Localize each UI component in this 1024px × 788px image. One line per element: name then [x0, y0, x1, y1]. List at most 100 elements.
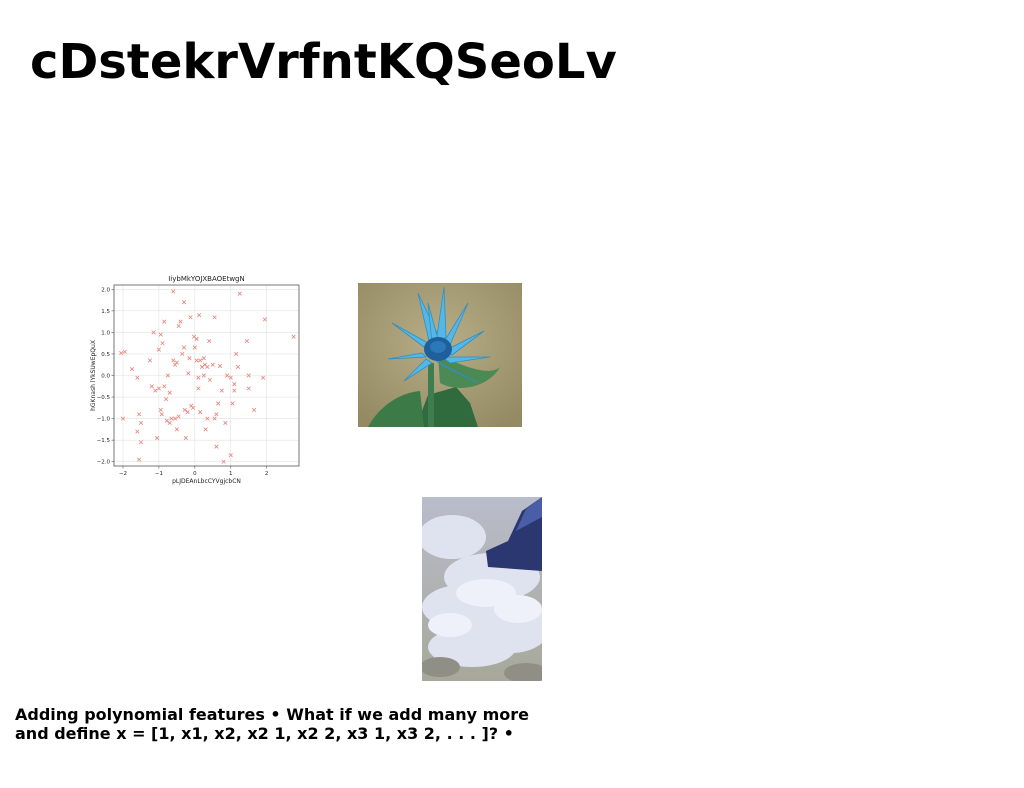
scatter-point — [237, 291, 242, 296]
scatter-point — [225, 373, 230, 378]
scatter-point — [135, 429, 140, 434]
scatter-point — [187, 356, 192, 361]
scatter-point — [185, 410, 190, 415]
scatter-point — [210, 362, 215, 367]
scatter-point — [188, 315, 193, 320]
scatter-point — [164, 418, 169, 423]
y-tick-label: −1.0 — [97, 417, 111, 423]
scatter-point — [138, 420, 144, 425]
scatter-point — [162, 384, 167, 389]
y-tick-label: 0.5 — [101, 352, 110, 358]
scatter-point — [182, 407, 187, 413]
scatter-point — [203, 427, 208, 432]
scatter-point — [260, 375, 266, 380]
scatter-point — [212, 315, 217, 320]
scatter-point — [217, 363, 223, 369]
scatter-point — [246, 373, 251, 378]
scatter-point — [212, 416, 217, 421]
scatter-point — [262, 317, 267, 322]
caption-line-2: and define x = [1, x1, x2, x2 1, x2 2, x… — [15, 724, 514, 743]
scatter-point — [207, 377, 212, 382]
scatter-point — [235, 364, 241, 369]
y-tick-label: 1.5 — [101, 309, 110, 315]
x-tick-label: 2 — [265, 471, 269, 477]
scatter-point — [216, 401, 221, 406]
scatter-point — [199, 364, 205, 369]
scatter-point — [205, 364, 210, 369]
y-tick-label: 1.0 — [101, 330, 110, 336]
scatter-point — [147, 358, 153, 363]
y-tick-label: 2.0 — [101, 287, 110, 293]
scatter-point — [156, 347, 161, 352]
caption-line-1: Adding polynomial features • What if we … — [15, 705, 530, 724]
scatter-point — [232, 382, 237, 387]
scatter-point — [181, 345, 187, 350]
x-tick-label: 0 — [193, 471, 197, 477]
scatter-point — [158, 407, 163, 413]
scatter-point — [176, 414, 181, 419]
scatter-point — [228, 453, 233, 458]
scatter-point — [149, 384, 154, 389]
scatter-point — [228, 375, 233, 380]
x-tick-label: −1 — [155, 471, 163, 477]
chart-xlabel: pLJDEAnLbcCYVgjcbCN — [172, 478, 241, 485]
scatter-point — [196, 386, 201, 391]
scatter-point — [221, 459, 226, 464]
scatter-point — [196, 375, 201, 380]
scatter-point — [167, 420, 172, 425]
scatter-point — [174, 427, 179, 432]
scatter-point — [159, 412, 164, 417]
y-tick-label: 0.0 — [101, 374, 110, 380]
scatter-point — [252, 407, 257, 413]
scatter-point — [174, 360, 179, 365]
scatter-point — [135, 375, 140, 380]
scatter-point — [155, 435, 160, 441]
scatter-point — [291, 334, 296, 339]
scatter-point — [244, 338, 249, 344]
chart-points — [119, 289, 296, 464]
scatter-point — [194, 358, 199, 363]
scatter-chart: −2 −1 0 1 2 −2.0 −1.5 −1.0 −0.5 0.0 0.5 1.0 1.5 2.0 I… — [86, 270, 306, 490]
scatter-point — [192, 345, 197, 350]
x-tick-label: −2 — [119, 471, 127, 477]
chart-title: IiybMkYOJXBAOEtwgN — [168, 275, 245, 283]
scatter-point — [198, 358, 203, 363]
scatter-point — [165, 373, 170, 378]
scatter-point — [137, 457, 142, 462]
scatter-point — [198, 410, 203, 415]
scatter-point — [180, 351, 185, 357]
scatter-point — [167, 390, 172, 395]
y-tick-label: −1.5 — [97, 438, 111, 444]
scatter-point — [129, 366, 135, 372]
scatter-point — [194, 336, 199, 341]
scatter-point — [122, 349, 127, 354]
scatter-point — [169, 416, 174, 421]
scatter-point — [186, 371, 191, 376]
chart-ticks: −2 −1 0 1 2 −2.0 −1.5 −1.0 −0.5 0.0 0.5 1.0 1.5 2.0 — [97, 287, 269, 477]
scatter-point — [153, 388, 158, 393]
scatter-point — [219, 388, 224, 393]
scatter-point — [137, 412, 142, 417]
scatter-point — [190, 405, 196, 410]
scatter-point — [160, 341, 165, 346]
slide-title: cDstekrVrfntKQSeoLv — [30, 34, 617, 90]
scatter-point — [201, 356, 206, 361]
scatter-point — [178, 319, 183, 324]
scatter-point — [234, 351, 239, 357]
scatter-point — [232, 388, 237, 393]
slide-caption: Adding polynomial features • What if we … — [15, 705, 529, 743]
scatter-point — [207, 338, 212, 344]
scatter-point — [214, 444, 219, 449]
y-tick-label: −0.5 — [97, 395, 111, 401]
scatter-point — [156, 386, 161, 391]
scatter-point — [164, 397, 169, 402]
scatter-point — [214, 412, 219, 417]
scatter-point — [172, 416, 178, 421]
scatter-point — [205, 416, 210, 421]
flower-photo — [358, 283, 522, 427]
chart-grid — [114, 285, 299, 466]
scatter-point — [176, 323, 181, 329]
scatter-point — [158, 332, 163, 337]
scatter-point — [246, 386, 251, 391]
scatter-point — [119, 351, 124, 356]
